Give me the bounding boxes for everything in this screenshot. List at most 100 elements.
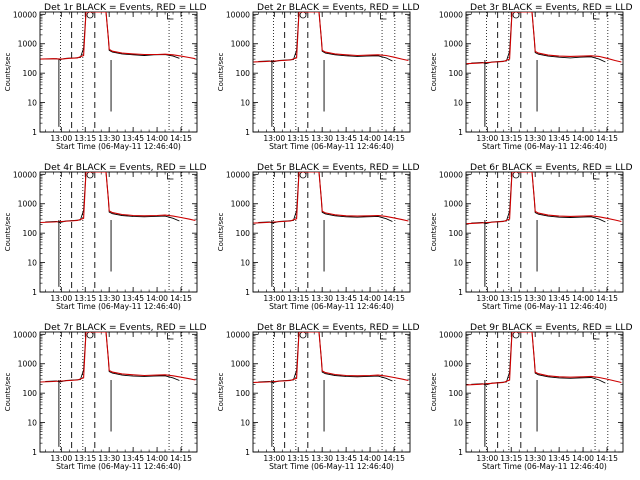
x-tick-label: 13:00 <box>476 454 498 463</box>
x-tick-label: 13:15 <box>74 454 96 463</box>
y-tick-label: 1000 <box>444 360 463 369</box>
x-tick-label: 13:30 <box>524 134 546 143</box>
y-tick-label: 100 <box>23 389 38 398</box>
x-tick-label: 14:15 <box>383 134 405 143</box>
plot-frame <box>465 331 624 453</box>
y-tick-label: 1000 <box>444 40 463 49</box>
chart-panel-1: Det 1r BLACK = Events, RED = LLD Counts/s… <box>4 2 207 151</box>
x-tick-label: 13:30 <box>98 294 120 303</box>
y-tick-label: 1 <box>32 288 37 297</box>
y-tick-label: 100 <box>23 69 38 78</box>
x-tick-label: 14:15 <box>383 454 405 463</box>
panel-title: Det 9r BLACK = Events, RED = LLD <box>470 322 633 333</box>
chart-panel-7: Det 7r BLACK = Events, RED = LLD Counts/s… <box>4 322 207 471</box>
x-tick-label: 13:00 <box>50 134 72 143</box>
x-tick-label: 13:45 <box>548 294 570 303</box>
y-axis-label: Counts/sec <box>4 373 12 412</box>
x-tick-label: 14:00 <box>146 454 168 463</box>
x-tick-label: 13:45 <box>335 294 357 303</box>
y-tick-label: 1 <box>458 128 463 137</box>
plot-frame <box>252 11 411 133</box>
y-tick-label: 10000 <box>13 170 37 179</box>
chart-panel-8: Det 8r BLACK = Events, RED = LLD Counts/s… <box>217 322 420 471</box>
x-tick-label: 13:45 <box>122 454 144 463</box>
y-tick-label: 1000 <box>231 200 250 209</box>
plot-frame <box>39 171 198 293</box>
y-tick-label: 1 <box>458 288 463 297</box>
panel-title: Det 5r BLACK = Events, RED = LLD <box>257 162 420 173</box>
saa-marker-icon <box>593 173 600 180</box>
chart-panel-9: Det 9r BLACK = Events, RED = LLD Counts/s… <box>430 322 633 471</box>
x-tick-label: 13:30 <box>311 294 333 303</box>
x-tick-label: 13:15 <box>500 454 522 463</box>
panel-title: Det 1r BLACK = Events, RED = LLD <box>44 2 207 13</box>
y-tick-label: 100 <box>449 389 464 398</box>
saa-marker-icon <box>380 13 387 20</box>
x-tick-label: 13:30 <box>98 454 120 463</box>
plot-frame <box>465 11 624 133</box>
chart-panel-3: Det 3r BLACK = Events, RED = LLD Counts/s… <box>430 2 633 151</box>
x-tick-label: 13:00 <box>263 454 285 463</box>
x-tick-label: 14:00 <box>146 134 168 143</box>
x-tick-label: 13:45 <box>122 134 144 143</box>
plot-frame <box>465 171 624 293</box>
x-tick-label: 13:15 <box>74 134 96 143</box>
series-line-lld <box>253 172 409 224</box>
x-axis-label: Start Time (06-May-11 12:46:40) <box>269 142 394 151</box>
x-tick-label: 14:15 <box>170 454 192 463</box>
y-tick-label: 1 <box>458 448 463 457</box>
x-tick-label: 14:00 <box>572 454 594 463</box>
y-tick-label: 10 <box>453 259 463 268</box>
x-tick-label: 13:00 <box>263 294 285 303</box>
x-tick-label: 14:00 <box>146 294 168 303</box>
saa-marker-icon <box>167 173 174 180</box>
plot-frame <box>39 11 198 133</box>
y-tick-label: 100 <box>23 229 38 238</box>
series-line-lld <box>253 12 409 63</box>
x-tick-label: 13:00 <box>476 294 498 303</box>
x-axis-label: Start Time (06-May-11 12:46:40) <box>269 302 394 311</box>
series-line-lld <box>253 332 409 384</box>
series-line-lld <box>466 12 622 65</box>
saa-marker-icon <box>167 333 174 340</box>
y-tick-label: 10 <box>453 99 463 108</box>
x-tick-label: 14:00 <box>359 454 381 463</box>
x-tick-label: 14:15 <box>170 134 192 143</box>
y-axis-label: Counts/sec <box>4 53 12 92</box>
x-tick-label: 14:15 <box>596 134 618 143</box>
y-tick-label: 1000 <box>231 40 250 49</box>
series-line-lld <box>466 172 622 225</box>
plot-frame <box>252 331 411 453</box>
x-tick-label: 13:15 <box>287 294 309 303</box>
y-tick-label: 100 <box>236 229 251 238</box>
x-tick-label: 13:30 <box>311 134 333 143</box>
panel-title: Det 8r BLACK = Events, RED = LLD <box>257 322 420 333</box>
panel-title: Det 7r BLACK = Events, RED = LLD <box>44 322 207 333</box>
x-tick-label: 13:00 <box>263 134 285 143</box>
y-tick-label: 100 <box>449 69 464 78</box>
x-tick-label: 13:30 <box>98 134 120 143</box>
x-tick-label: 14:15 <box>170 294 192 303</box>
saa-marker-icon <box>167 13 174 20</box>
panel-title: Det 3r BLACK = Events, RED = LLD <box>470 2 633 13</box>
y-tick-label: 1 <box>32 448 37 457</box>
y-tick-label: 10 <box>27 259 37 268</box>
series-line-lld <box>466 332 622 386</box>
y-axis-label: Counts/sec <box>217 213 225 252</box>
x-tick-label: 14:15 <box>596 294 618 303</box>
y-axis-label: Counts/sec <box>217 373 225 412</box>
x-tick-label: 13:15 <box>500 294 522 303</box>
series-line-lld <box>40 332 196 383</box>
x-tick-label: 14:00 <box>572 134 594 143</box>
y-tick-label: 10000 <box>13 10 37 19</box>
x-tick-label: 13:30 <box>524 454 546 463</box>
y-tick-label: 100 <box>449 229 464 238</box>
saa-marker-icon <box>380 333 387 340</box>
panel-title: Det 4r BLACK = Events, RED = LLD <box>44 162 207 173</box>
y-axis-label: Counts/sec <box>4 213 12 252</box>
y-tick-label: 10 <box>453 419 463 428</box>
x-tick-label: 13:45 <box>335 134 357 143</box>
y-tick-label: 10 <box>240 259 250 268</box>
y-tick-label: 1000 <box>18 360 37 369</box>
